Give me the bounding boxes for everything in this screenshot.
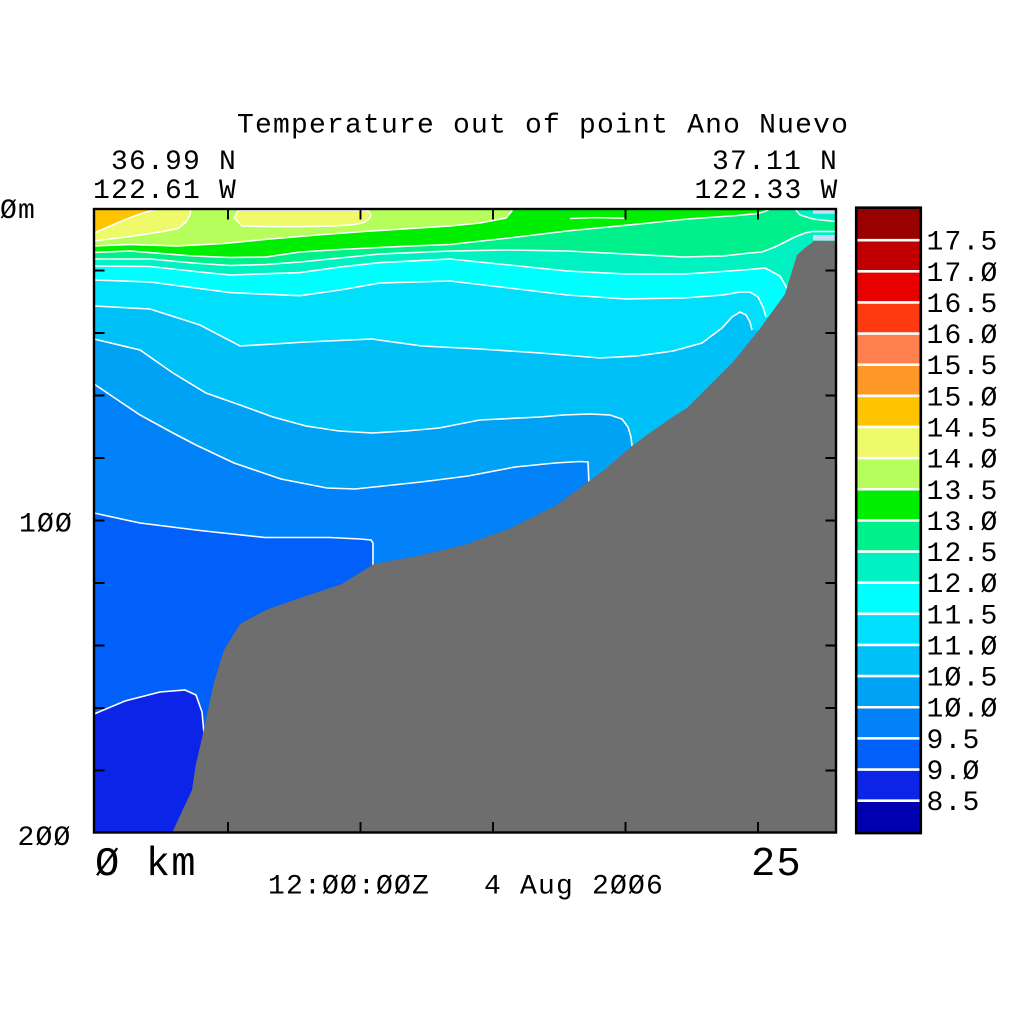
svg-text:1Ø.Ø: 1Ø.Ø xyxy=(927,695,999,726)
svg-text:12.Ø: 12.Ø xyxy=(927,570,999,601)
svg-text:11.Ø: 11.Ø xyxy=(927,633,999,664)
svg-text:122.33 W: 122.33 W xyxy=(695,176,839,207)
svg-text:17.Ø: 17.Ø xyxy=(927,259,999,290)
svg-text:122.61 W: 122.61 W xyxy=(93,176,237,207)
svg-text:36.99 N: 36.99 N xyxy=(111,147,237,178)
svg-text:15.Ø: 15.Ø xyxy=(927,383,999,414)
svg-text:16.Ø: 16.Ø xyxy=(927,321,999,352)
svg-text:8.5: 8.5 xyxy=(927,788,981,819)
svg-text:13.5: 13.5 xyxy=(927,477,999,508)
svg-text:25: 25 xyxy=(751,842,802,888)
svg-text:12.5: 12.5 xyxy=(927,539,999,570)
svg-text:17.5: 17.5 xyxy=(927,228,999,259)
svg-text:11.5: 11.5 xyxy=(927,601,999,632)
svg-text:9.5: 9.5 xyxy=(927,726,981,757)
svg-text:2ØØ: 2ØØ xyxy=(18,823,72,854)
svg-text:16.5: 16.5 xyxy=(927,290,999,321)
svg-text:1ØØ: 1ØØ xyxy=(19,510,73,541)
svg-text:13.Ø: 13.Ø xyxy=(927,508,999,539)
svg-text:14.5: 14.5 xyxy=(927,415,999,446)
svg-text:Øm: Øm xyxy=(0,196,36,227)
svg-text:Ø km: Ø km xyxy=(95,842,197,888)
svg-text:37.11 N: 37.11 N xyxy=(712,147,838,178)
svg-text:15.5: 15.5 xyxy=(927,352,999,383)
svg-text:12:ØØ:ØØZ 4 Aug 2ØØ6: 12:ØØ:ØØZ 4 Aug 2ØØ6 xyxy=(268,872,664,903)
svg-text:9.Ø: 9.Ø xyxy=(927,757,981,788)
svg-text:1Ø.5: 1Ø.5 xyxy=(927,664,999,695)
svg-text:Temperature out of point Ano N: Temperature out of point Ano Nuevo xyxy=(237,111,849,142)
svg-text:14.Ø: 14.Ø xyxy=(927,446,999,477)
